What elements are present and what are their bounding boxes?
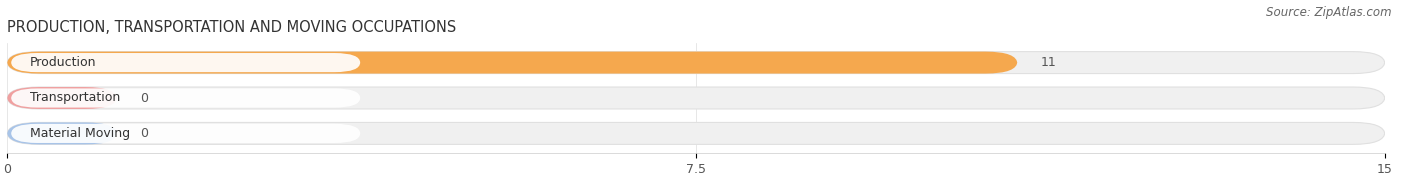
Text: Source: ZipAtlas.com: Source: ZipAtlas.com — [1267, 6, 1392, 19]
FancyBboxPatch shape — [11, 88, 360, 108]
Text: Transportation: Transportation — [30, 92, 121, 104]
FancyBboxPatch shape — [7, 87, 1385, 109]
Text: Production: Production — [30, 56, 97, 69]
FancyBboxPatch shape — [7, 52, 1018, 74]
FancyBboxPatch shape — [7, 122, 117, 144]
Text: PRODUCTION, TRANSPORTATION AND MOVING OCCUPATIONS: PRODUCTION, TRANSPORTATION AND MOVING OC… — [7, 20, 457, 35]
FancyBboxPatch shape — [7, 52, 1385, 74]
Text: 0: 0 — [141, 127, 148, 140]
FancyBboxPatch shape — [11, 53, 360, 72]
Text: 11: 11 — [1040, 56, 1056, 69]
FancyBboxPatch shape — [11, 124, 360, 143]
Text: 0: 0 — [141, 92, 148, 104]
Text: Material Moving: Material Moving — [30, 127, 131, 140]
FancyBboxPatch shape — [7, 87, 117, 109]
FancyBboxPatch shape — [7, 122, 1385, 144]
